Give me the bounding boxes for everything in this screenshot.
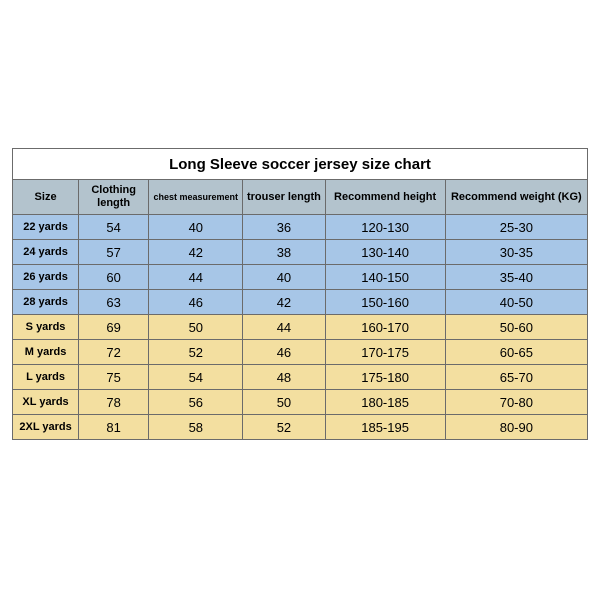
cell-rw: 60-65 [445,340,587,365]
cell-size: 24 yards [13,240,79,265]
cell-rh: 130-140 [325,240,445,265]
cell-rh: 160-170 [325,315,445,340]
cell-size: XL yards [13,390,79,415]
cell-size: L yards [13,365,79,390]
cell-chest: 40 [149,215,243,240]
table-row: 22 yards544036120-13025-30 [13,215,588,240]
cell-size: M yards [13,340,79,365]
cell-chest: 52 [149,340,243,365]
cell-tlen: 44 [243,315,325,340]
cell-tlen: 46 [243,340,325,365]
cell-clen: 57 [79,240,149,265]
cell-rw: 50-60 [445,315,587,340]
table-row: 2XL yards815852185-19580-90 [13,415,588,440]
cell-tlen: 52 [243,415,325,440]
cell-tlen: 50 [243,390,325,415]
cell-chest: 42 [149,240,243,265]
table-header-row: Size Clothing length chest measurement t… [13,180,588,215]
col-clothing-length: Clothing length [79,180,149,215]
col-recommend-weight: Recommend weight (KG) [445,180,587,215]
cell-chest: 56 [149,390,243,415]
cell-rw: 25-30 [445,215,587,240]
table-body: 22 yards544036120-13025-3024 yards574238… [13,215,588,440]
cell-clen: 54 [79,215,149,240]
cell-rh: 120-130 [325,215,445,240]
cell-clen: 75 [79,365,149,390]
cell-chest: 58 [149,415,243,440]
cell-tlen: 36 [243,215,325,240]
cell-rh: 150-160 [325,290,445,315]
size-chart: Long Sleeve soccer jersey size chart Siz… [12,148,588,440]
cell-clen: 72 [79,340,149,365]
table-row: 28 yards634642150-16040-50 [13,290,588,315]
cell-clen: 63 [79,290,149,315]
cell-size: 22 yards [13,215,79,240]
cell-chest: 50 [149,315,243,340]
cell-tlen: 40 [243,265,325,290]
table-row: M yards725246170-17560-65 [13,340,588,365]
table-row: S yards695044160-17050-60 [13,315,588,340]
cell-size: 26 yards [13,265,79,290]
cell-chest: 54 [149,365,243,390]
table-row: 26 yards604440140-15035-40 [13,265,588,290]
cell-clen: 69 [79,315,149,340]
cell-clen: 60 [79,265,149,290]
cell-rh: 170-175 [325,340,445,365]
cell-rh: 175-180 [325,365,445,390]
cell-rw: 35-40 [445,265,587,290]
table-row: 24 yards574238130-14030-35 [13,240,588,265]
cell-chest: 44 [149,265,243,290]
table-title-row: Long Sleeve soccer jersey size chart [13,149,588,180]
cell-size: S yards [13,315,79,340]
cell-chest: 46 [149,290,243,315]
table-row: L yards755448175-18065-70 [13,365,588,390]
size-chart-table: Long Sleeve soccer jersey size chart Siz… [12,148,588,440]
cell-tlen: 38 [243,240,325,265]
cell-rh: 140-150 [325,265,445,290]
cell-size: 2XL yards [13,415,79,440]
cell-rh: 185-195 [325,415,445,440]
cell-tlen: 42 [243,290,325,315]
col-recommend-height: Recommend height [325,180,445,215]
cell-rw: 70-80 [445,390,587,415]
cell-size: 28 yards [13,290,79,315]
table-title: Long Sleeve soccer jersey size chart [13,149,588,180]
cell-rw: 80-90 [445,415,587,440]
cell-clen: 81 [79,415,149,440]
cell-rw: 40-50 [445,290,587,315]
cell-rw: 30-35 [445,240,587,265]
cell-clen: 78 [79,390,149,415]
cell-rh: 180-185 [325,390,445,415]
col-size: Size [13,180,79,215]
col-trouser-length: trouser length [243,180,325,215]
cell-tlen: 48 [243,365,325,390]
table-row: XL yards785650180-18570-80 [13,390,588,415]
cell-rw: 65-70 [445,365,587,390]
col-chest: chest measurement [149,180,243,215]
